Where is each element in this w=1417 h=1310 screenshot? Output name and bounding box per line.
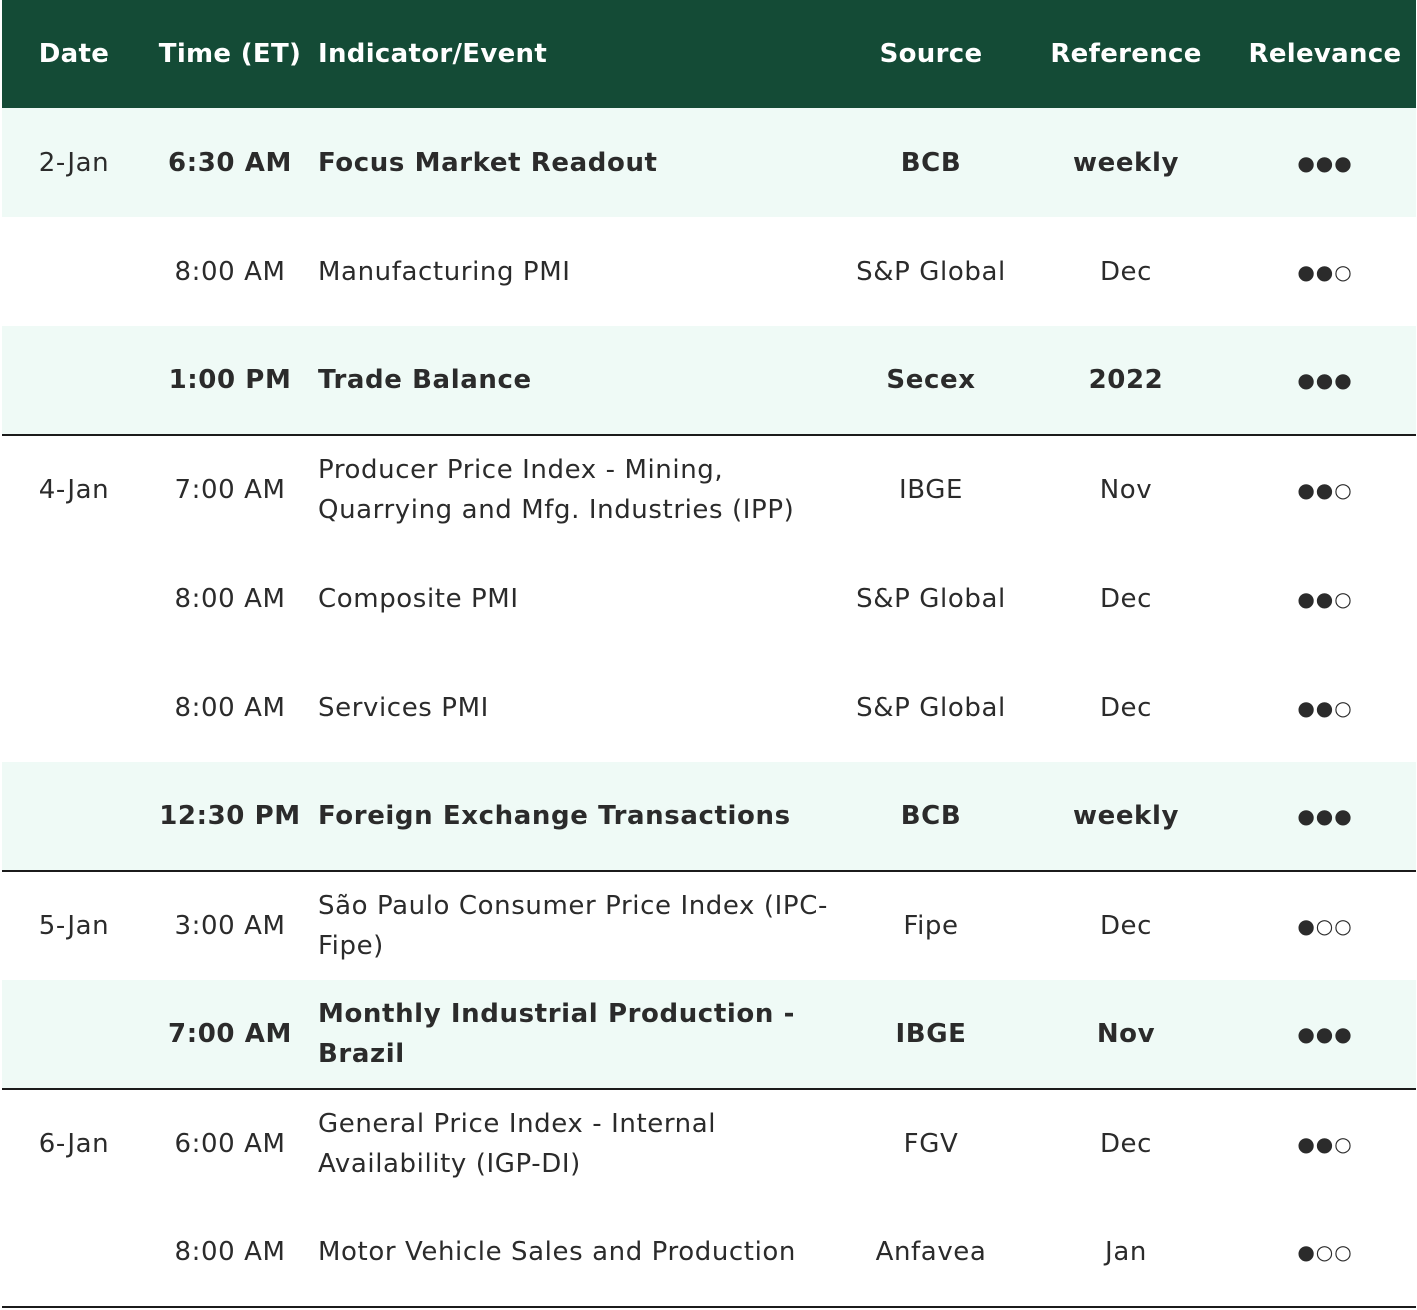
reference-cell: Dec (1099, 692, 1153, 723)
relevance-dots: ●●○ (1297, 478, 1353, 502)
date-cell: 5-Jan (38, 911, 110, 941)
date-cell: 2-Jan (38, 147, 110, 178)
header-date: Date (38, 39, 110, 69)
source-cell: S&P Global (856, 583, 1006, 614)
relevance-dots: ●●● (1297, 150, 1353, 175)
indicator-cell: Services PMI (318, 692, 489, 723)
reference-cell: Dec (1099, 1129, 1153, 1159)
date-cell (2, 544, 146, 653)
table-row: 8:00 AM Composite PMI S&P Global Dec ●●○ (2, 544, 1416, 653)
time-cell: 8:00 AM (146, 1198, 314, 1308)
source-cell: S&P Global (856, 692, 1006, 723)
indicator-cell: Motor Vehicle Sales and Production (314, 1198, 844, 1308)
source-cell: IBGE (844, 980, 1018, 1090)
reference-cell: 2022 (1018, 326, 1234, 436)
reference-cell: Jan (1018, 1198, 1234, 1308)
source-cell: S&P Global (856, 256, 1006, 287)
reference-cell: weekly (1018, 762, 1234, 872)
header-relevance: Relevance (1248, 39, 1402, 69)
indicator-cell: Manufacturing PMI (318, 256, 571, 287)
header-source: Source (879, 39, 983, 69)
source-cell: BCB (900, 147, 962, 178)
table-row: 8:00 AM Motor Vehicle Sales and Producti… (2, 1198, 1416, 1308)
time-cell: 6:00 AM (174, 1129, 286, 1159)
table-row: 6-Jan 6:00 AM General Price Index - Inte… (2, 1089, 1416, 1198)
indicator-cell: São Paulo Consumer Price Index (IPC-Fipe… (318, 891, 828, 961)
time-cell: 8:00 AM (174, 583, 286, 614)
date-cell (2, 1198, 146, 1308)
reference-cell: Nov (1099, 475, 1153, 505)
reference-cell: weekly (1072, 147, 1180, 178)
relevance-dots: ●●○ (1297, 695, 1353, 720)
header-indicator: Indicator/Event (318, 39, 548, 69)
indicator-cell: Composite PMI (318, 583, 519, 614)
time-cell: 3:00 AM (174, 911, 286, 941)
reference-cell: Dec (1099, 256, 1153, 287)
table-body: 2-Jan 6:30 AM Focus Market Readout BCB w… (2, 108, 1416, 1308)
time-cell: 8:00 AM (174, 692, 286, 723)
date-cell: 4-Jan (38, 475, 110, 505)
reference-cell: Nov (1018, 980, 1234, 1090)
time-cell: 7:00 AM (174, 475, 286, 505)
relevance-dots: ●●● (1234, 326, 1416, 436)
table-row: 8:00 AM Services PMI S&P Global Dec ●●○ (2, 653, 1416, 762)
date-cell: 6-Jan (38, 1129, 110, 1159)
time-cell: 8:00 AM (174, 256, 286, 287)
source-cell: IBGE (898, 475, 964, 505)
relevance-dots: ●●● (1234, 762, 1416, 872)
time-cell: 12:30 PM (146, 762, 314, 872)
indicator-cell: Monthly Industrial Production - Brazil (314, 980, 844, 1090)
header-reference: Reference (1050, 39, 1202, 69)
header-time: Time (ET) (158, 39, 302, 69)
source-cell: BCB (844, 762, 1018, 872)
relevance-dots: ●●○ (1297, 259, 1353, 284)
indicator-cell: General Price Index - Internal Availabil… (318, 1109, 717, 1179)
date-cell (2, 980, 146, 1090)
reference-cell: Dec (1099, 911, 1153, 941)
time-cell: 6:30 AM (168, 147, 292, 178)
relevance-dots: ●○○ (1297, 914, 1353, 938)
date-cell (2, 326, 146, 436)
table-row: 8:00 AM Manufacturing PMI S&P Global Dec… (2, 217, 1416, 326)
table-row: 5-Jan 3:00 AM São Paulo Consumer Price I… (2, 871, 1416, 980)
date-cell (2, 762, 146, 872)
indicator-cell: Focus Market Readout (318, 147, 658, 178)
time-cell: 1:00 PM (146, 326, 314, 436)
source-cell: Anfavea (844, 1198, 1018, 1308)
table-row: 4-Jan 7:00 AM Producer Price Index - Min… (2, 435, 1416, 544)
header-row: Date Time (ET) Indicator/Event Source Re… (2, 0, 1416, 108)
relevance-dots: ●○○ (1234, 1198, 1416, 1308)
indicator-cell: Producer Price Index - Mining, Quarrying… (318, 455, 795, 525)
source-cell: Secex (844, 326, 1018, 436)
indicator-cell: Foreign Exchange Transactions (314, 762, 844, 872)
relevance-dots: ●●○ (1297, 586, 1353, 611)
indicator-cell: Trade Balance (314, 326, 844, 436)
relevance-dots: ●●● (1234, 980, 1416, 1090)
table-row: 7:00 AM Monthly Industrial Production - … (2, 980, 1416, 1090)
source-cell: FGV (903, 1129, 959, 1159)
date-cell (2, 653, 146, 762)
reference-cell: Dec (1099, 583, 1153, 614)
time-cell: 7:00 AM (146, 980, 314, 1090)
table-header: Date Time (ET) Indicator/Event Source Re… (2, 0, 1416, 108)
table-row: 2-Jan 6:30 AM Focus Market Readout BCB w… (2, 108, 1416, 217)
table-row: 1:00 PM Trade Balance Secex 2022 ●●● (2, 326, 1416, 436)
source-cell: Fipe (903, 911, 959, 941)
table-row: 12:30 PM Foreign Exchange Transactions B… (2, 762, 1416, 872)
date-cell (2, 217, 146, 326)
relevance-dots: ●●○ (1297, 1132, 1353, 1156)
